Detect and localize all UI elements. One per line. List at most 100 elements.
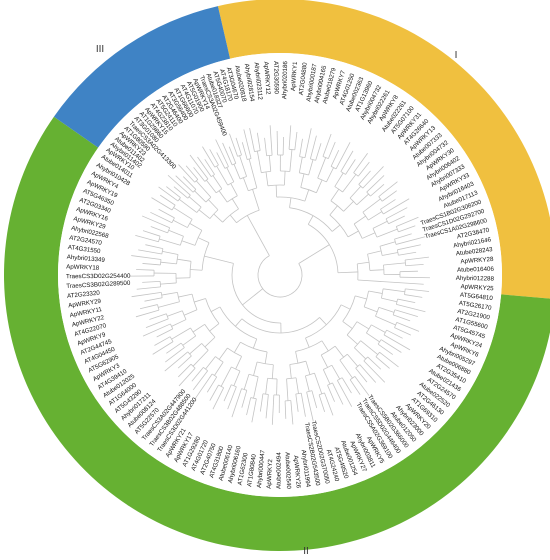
branch-segment [265, 378, 268, 395]
branch-segment [379, 241, 396, 247]
branch-segment [209, 384, 219, 401]
branch-segment [305, 337, 310, 348]
branch-segment [275, 185, 278, 198]
branch-segment [135, 309, 160, 318]
branch-segment [265, 394, 269, 419]
branch-segment [205, 356, 216, 370]
branch-segment [136, 286, 161, 290]
branch-segment [327, 141, 336, 159]
branch-segment [349, 379, 361, 395]
leaf-label: ApWRKY28 [460, 256, 494, 265]
branch-arc [205, 298, 220, 324]
branch-segment [145, 244, 164, 250]
branch-segment [181, 240, 196, 246]
branch-segment [357, 261, 370, 265]
branch-segment [347, 230, 359, 238]
branch-segment [397, 298, 416, 304]
branch-segment [229, 133, 238, 157]
branch-segment [359, 364, 377, 383]
branch-segment [378, 306, 395, 313]
branch-segment [256, 132, 261, 151]
leaf-label: AT4G31550 [67, 244, 101, 255]
branch-segment [298, 244, 330, 264]
branch-segment [367, 356, 382, 370]
branch-segment [405, 256, 429, 261]
branch-segment [194, 373, 213, 399]
branch-segment [220, 366, 232, 387]
branch-segment [168, 229, 184, 237]
branch-segment [264, 351, 268, 364]
branch-segment [228, 146, 237, 164]
branch-arc [231, 163, 236, 166]
branch-segment [367, 250, 382, 255]
branch-segment [192, 370, 208, 391]
branch-arc [299, 172, 309, 176]
branch-segment [195, 180, 212, 198]
branch-arc [299, 156, 306, 159]
leaf-label: AT2G04880 [298, 62, 309, 96]
branch-arc [158, 236, 161, 242]
leaf-label: Atube002540 [284, 452, 293, 490]
branch-segment [208, 199, 219, 211]
branch-segment [385, 207, 408, 220]
branch-segment [342, 174, 357, 193]
branch-segment [139, 304, 158, 310]
branch-segment [149, 313, 167, 320]
branch-arc [267, 377, 278, 380]
branch-segment [372, 220, 388, 229]
branch-segment [235, 318, 243, 327]
leaf-label: AT2G23320 [67, 290, 101, 300]
branch-segment [159, 194, 176, 206]
branch-arc [177, 292, 180, 302]
branch-arc [237, 154, 242, 157]
branch-segment [383, 198, 410, 215]
branch-segment [185, 165, 199, 180]
branch-segment [327, 385, 335, 402]
branch-segment [160, 261, 177, 265]
tree-inner-disc [58, 53, 502, 497]
branch-segment [248, 158, 258, 189]
branch-segment [331, 364, 341, 380]
branch-segment [252, 338, 258, 349]
branch-segment [366, 332, 380, 343]
branch-segment [353, 215, 366, 225]
branch-segment [383, 288, 405, 293]
clade-label-III: III [96, 44, 104, 55]
branch-segment [295, 351, 299, 364]
branch-segment [158, 301, 180, 308]
branch-segment [368, 290, 383, 294]
branch-segment [368, 211, 383, 221]
branch-segment [290, 400, 294, 425]
branch-segment [295, 377, 299, 394]
branch-segment [171, 327, 191, 340]
branch-arc [211, 174, 215, 177]
branch-segment [353, 153, 368, 173]
branch-arc [176, 254, 179, 264]
branch-arc [196, 206, 202, 213]
branch-segment [253, 361, 258, 376]
branch-segment [131, 291, 162, 298]
branch-segment [235, 356, 242, 370]
branch-segment [159, 238, 181, 246]
branch-segment [356, 193, 369, 206]
branch-segment [242, 177, 249, 191]
branch-segment [371, 324, 386, 333]
branch-arc [201, 242, 210, 271]
branch-segment [154, 336, 171, 346]
branch-segment [295, 393, 299, 412]
branch-segment [330, 149, 340, 167]
branch-segment [393, 314, 411, 322]
branch-segment [197, 237, 210, 244]
branch-segment [332, 382, 344, 405]
branch-segment [251, 398, 257, 423]
branch-segment [189, 343, 202, 355]
branch-segment [142, 281, 161, 283]
branch-segment [317, 157, 327, 179]
branch-arc [160, 259, 162, 265]
branch-segment [329, 205, 338, 216]
branch-arc [378, 196, 383, 202]
branch-segment [216, 152, 226, 169]
branch-segment [363, 360, 386, 383]
branch-segment [183, 309, 198, 316]
branch-segment [209, 149, 219, 166]
